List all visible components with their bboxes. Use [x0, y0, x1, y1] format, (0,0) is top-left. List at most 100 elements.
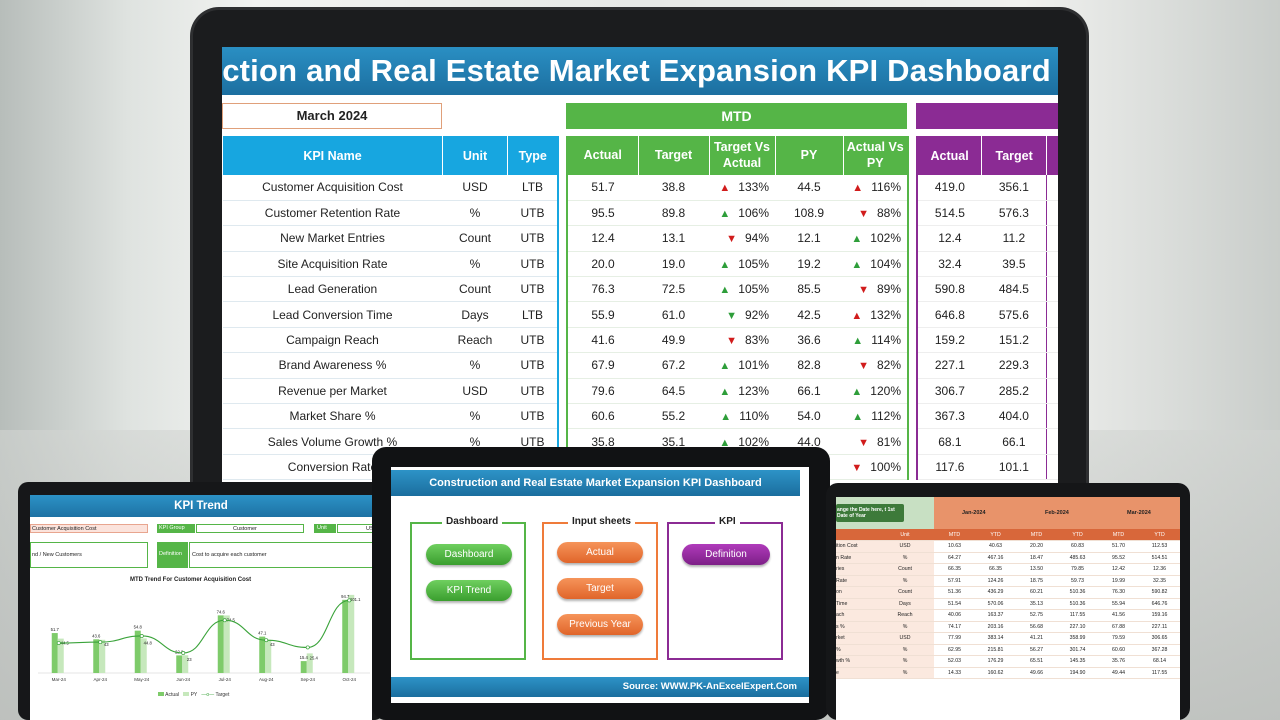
row-value-cell: 10.63	[934, 540, 975, 553]
row-name-cell: rket	[836, 632, 876, 645]
kpi-info-table: KPI Name Unit Type Customer Acquisition …	[222, 136, 558, 481]
row-value-cell: 510.36	[1057, 598, 1098, 610]
ytd-target-cell: 39.5	[981, 251, 1047, 278]
row-value-cell: 227.11	[1139, 621, 1180, 633]
home-title: Construction and Real Estate Market Expa…	[391, 470, 800, 496]
row-value-cell: 485.63	[1057, 552, 1098, 564]
actual-button[interactable]: Actual	[557, 542, 643, 563]
target-vs-actual-cell: ▼ 92%	[709, 301, 775, 328]
kpi-row: Customer Retention Rate% UTB	[222, 200, 558, 227]
actual-vs-py-cell: ▲ 112%	[843, 403, 908, 430]
row-value-cell: 20.20	[1016, 540, 1057, 553]
ytd-more-cell	[1046, 352, 1058, 379]
row-value-cell: 51.70	[1098, 540, 1139, 553]
ytd-more-cell	[1046, 301, 1058, 328]
kpi-row: Lead Conversion Time Days LTB	[222, 301, 558, 328]
mtd-actual-cell: 95.5	[567, 200, 638, 227]
ytd-row: 68.1 66.1	[917, 428, 1058, 455]
mtd-actual-cell: 67.9	[567, 352, 638, 379]
data-label-py: 43	[104, 642, 109, 647]
type-cell: UTB	[507, 403, 558, 430]
mtd-py-cell: 12.1	[775, 225, 843, 252]
data-row: ition Cost USD 10.63 40.63 20.20 60.83 51.70 11…	[836, 540, 1180, 553]
col-feb-ytd: YTD	[1057, 529, 1098, 541]
unit-value-box: US	[337, 524, 372, 533]
arrow-up-icon: ▲	[852, 411, 864, 424]
row-value-cell: 41.56	[1098, 609, 1139, 622]
date-note: ange the Date here, t 1st Date of Year	[836, 497, 934, 530]
row-value-cell: 160.62	[975, 667, 1016, 679]
ytd-row: 514.5 576.3	[917, 200, 1058, 227]
arrow-down-icon: ▼	[726, 335, 737, 348]
target-button[interactable]: Target	[557, 578, 643, 599]
dashboard-group-title: Dashboard	[442, 516, 503, 527]
arrow-up-icon: ▲	[719, 385, 731, 398]
kpi-trend-button[interactable]: KPI Trend	[426, 580, 512, 601]
indicator-value: 112%	[871, 409, 901, 424]
row-value-cell: 117.55	[1139, 667, 1180, 679]
mtd-py-cell: 42.5	[775, 301, 843, 328]
mtd-row: 51.7 38.8 ▲ 133% 44.5 ▲ 116%	[567, 175, 908, 201]
mtd-row: 41.6 49.9 ▼ 83% 36.6 ▲ 114%	[567, 327, 908, 354]
kpi-name-select[interactable]: Customer Acquisition Cost	[30, 524, 148, 533]
formula-text: nd / New Customers	[32, 552, 82, 558]
definition-button[interactable]: Definition	[682, 544, 770, 565]
mtd-actual-cell: 55.9	[567, 301, 638, 328]
row-name-cell: ries	[836, 563, 876, 576]
x-tick-label: Jun-24	[176, 677, 190, 682]
row-unit-cell: %	[876, 575, 934, 587]
arrow-up-icon: ▲	[719, 182, 731, 195]
kpi-name-cell: Campaign Reach	[222, 327, 443, 354]
previous-year-button[interactable]: Previous Year	[557, 614, 643, 635]
ytd-row: 419.0 356.1	[917, 175, 1058, 201]
ytd-row: 590.8 484.5	[917, 276, 1058, 303]
mtd-row: 95.5 89.8 ▲ 106% 108.9 ▼ 88%	[567, 200, 908, 227]
unit-cell: %	[442, 403, 508, 430]
kpi-row: Revenue per Market USD UTB	[222, 378, 558, 405]
ytd-row: 367.3 404.0	[917, 403, 1058, 430]
row-value-cell: 510.36	[1057, 586, 1098, 599]
row-value-cell: 74.17	[934, 621, 975, 633]
col-mtd-target: Target	[637, 136, 709, 175]
row-name-cell: wth %	[836, 655, 876, 668]
formula-box: nd / New Customers	[30, 542, 148, 568]
unit-label: Unit	[314, 524, 336, 533]
target-point	[181, 651, 186, 655]
bar-py	[223, 615, 230, 673]
legend-actual-swatch	[158, 692, 164, 696]
col-ytd-more	[1046, 136, 1058, 175]
row-value-cell: 60.83	[1057, 540, 1098, 553]
target-vs-actual-cell: ▼ 83%	[709, 327, 775, 354]
row-value-cell: 646.76	[1139, 598, 1180, 610]
indicator-value: 106%	[738, 206, 769, 221]
row-name-cell: e	[836, 667, 876, 679]
type-cell: UTB	[507, 200, 558, 227]
kpi-name-cell: Site Acquisition Rate	[222, 251, 443, 278]
ytd-header	[916, 103, 1058, 129]
ytd-row: 227.1 229.3	[917, 352, 1058, 379]
mtd-row: 12.4 13.1 ▼ 94% 12.1 ▲ 102%	[567, 225, 908, 252]
indicator-value: 105%	[738, 282, 769, 297]
row-value-cell: 145.35	[1057, 655, 1098, 668]
kpi-table-border	[557, 136, 559, 487]
data-label-py: 44.8	[144, 640, 153, 645]
kpi-trend-title: KPI Trend	[30, 495, 372, 517]
kpi-row: Customer Acquisition Cost USD LTB	[222, 175, 558, 201]
data-row: ries Count 66.35 66.35 13.50 79.85 12.42 12.36	[836, 563, 1180, 576]
dashboard-button[interactable]: Dashboard	[426, 544, 512, 565]
mtd-actual-cell: 12.4	[567, 225, 638, 252]
month-selector[interactable]: March 2024	[222, 103, 442, 129]
mtd-row: 35.8 35.1 ▲ 102% 44.0 ▼ 81%	[567, 428, 908, 455]
row-value-cell: 18.47	[1016, 552, 1057, 564]
ytd-target-cell: 66.1	[981, 428, 1047, 455]
indicator-value: 110%	[739, 409, 769, 424]
row-value-cell: 590.82	[1139, 586, 1180, 599]
col-feb-mtd: MTD	[1016, 529, 1057, 541]
arrow-down-icon: ▼	[726, 233, 737, 246]
data-row: wth %% 52.03 176.29 65.51 145.35 35.76 68.14	[836, 655, 1180, 668]
bar-py	[140, 638, 147, 673]
row-name-cell: ach	[836, 609, 876, 622]
unit-cell: %	[442, 251, 508, 278]
row-unit-cell: USD	[876, 540, 934, 553]
arrow-up-icon: ▲	[851, 309, 863, 322]
